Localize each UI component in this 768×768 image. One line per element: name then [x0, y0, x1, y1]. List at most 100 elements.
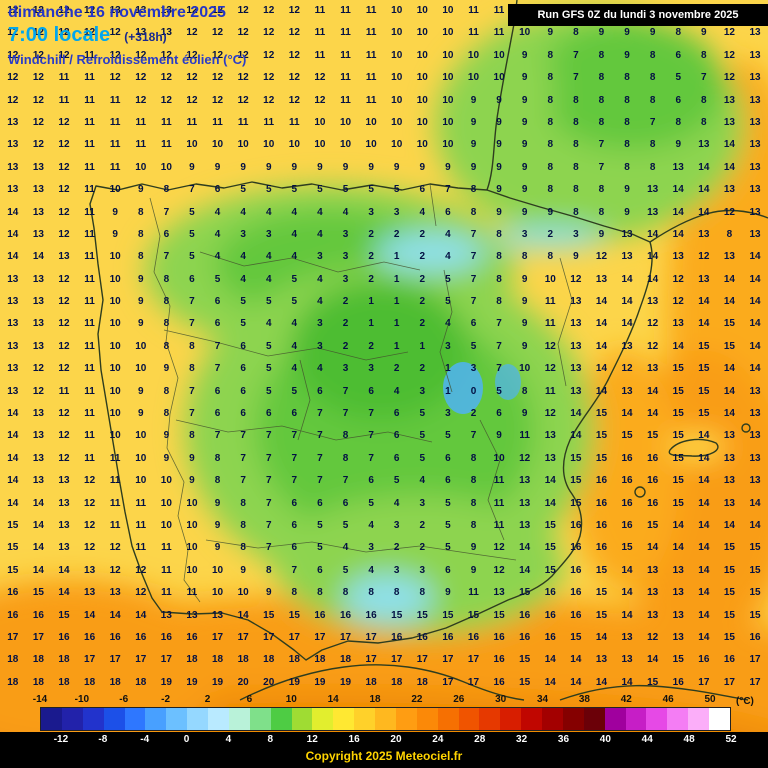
windchill-value: 10 — [109, 385, 121, 397]
windchill-value: 12 — [58, 363, 70, 375]
windchill-value: 13 — [647, 184, 659, 196]
windchill-value: 14 — [32, 251, 44, 263]
value-row: 14 13 12 11 11 10 9 9 8 7 7 7 7 8 7 6 5 6 8 10 12 13 15 15 16 16 1… — [0, 448, 768, 470]
windchill-value: 7 — [291, 475, 298, 487]
windchill-value: 6 — [470, 318, 477, 330]
windchill-value: 9 — [675, 139, 682, 151]
windchill-value: 14 — [672, 542, 684, 554]
windchill-value: 10 — [211, 139, 224, 151]
windchill-value: 2 — [368, 228, 374, 240]
windchill-value: 10 — [391, 49, 403, 61]
windchill-value: 9 — [240, 564, 246, 576]
windchill-value: 1 — [393, 251, 400, 263]
date-label: dimanche 16 novembre 2025 — [8, 4, 226, 21]
scale-color-cell — [646, 708, 668, 730]
windchill-value: 7 — [240, 430, 246, 442]
windchill-value: 14 — [7, 497, 19, 509]
windchill-value: 12 — [58, 116, 70, 128]
windchill-value: 4 — [240, 206, 246, 218]
windchill-value: 2 — [393, 363, 400, 375]
windchill-value: 12 — [58, 27, 70, 39]
windchill-value: 4 — [291, 318, 298, 330]
windchill-value: 5 — [317, 519, 323, 531]
windchill-value: 7 — [189, 385, 195, 397]
windchill-value: 11 — [468, 27, 479, 39]
scale-tick-label: 16 — [348, 734, 360, 745]
windchill-value: 3 — [317, 318, 323, 330]
windchill-value: 12 — [672, 296, 684, 308]
windchill-value: 4 — [214, 251, 221, 263]
scale-color-cell — [145, 708, 167, 730]
windchill-value: 16 — [647, 452, 659, 464]
windchill-value: 13 — [647, 564, 659, 576]
windchill-value: 6 — [393, 430, 400, 442]
windchill-value: 9 — [163, 430, 170, 442]
windchill-value: 13 — [7, 116, 19, 128]
windchill-value: 17 — [7, 631, 19, 643]
windchill-value: 14 — [7, 408, 19, 420]
windchill-value: 10 — [442, 139, 454, 151]
scale-tick-label: 14 — [327, 694, 339, 705]
windchill-value: 12 — [58, 340, 70, 352]
windchill-value: 13 — [32, 452, 44, 464]
windchill-value: 10 — [186, 139, 198, 151]
windchill-value: 13 — [647, 609, 659, 621]
windchill-value: 7 — [496, 318, 502, 330]
scale-color-cell — [249, 708, 271, 730]
windchill-value: 13 — [160, 609, 172, 621]
windchill-value: 12 — [314, 72, 326, 84]
windchill-value: 11 — [58, 94, 70, 106]
windchill-value: 16 — [647, 497, 659, 509]
windchill-value: 12 — [698, 251, 710, 263]
windchill-value: 14 — [672, 519, 684, 531]
windchill-value: 11 — [109, 116, 121, 128]
windchill-value: 13 — [493, 587, 505, 599]
windchill-value: 8 — [496, 251, 502, 263]
scale-color-cell — [500, 708, 522, 730]
windchill-value: 10 — [237, 587, 249, 599]
windchill-value: 16 — [314, 609, 326, 621]
windchill-value: 16 — [595, 497, 608, 509]
windchill-value: 12 — [186, 5, 198, 16]
windchill-value: 15 — [672, 497, 684, 509]
windchill-value: 13 — [7, 296, 19, 308]
windchill-value: 8 — [547, 184, 554, 196]
windchill-value: 7 — [163, 206, 170, 218]
windchill-value: 14 — [32, 542, 44, 554]
windchill-value: 7 — [598, 139, 605, 151]
windchill-value: 17 — [365, 654, 377, 666]
windchill-value: 3 — [342, 273, 349, 285]
windchill-value: 7 — [291, 452, 298, 464]
windchill-value: 10 — [135, 340, 147, 352]
windchill-value: 13 — [519, 519, 531, 531]
windchill-value: 12 — [109, 564, 121, 576]
windchill-value: 10 — [186, 497, 198, 509]
windchill-value: 13 — [595, 273, 608, 285]
windchill-value: 14 — [672, 340, 684, 352]
windchill-value: 11 — [84, 139, 95, 151]
windchill-value: 14 — [58, 564, 70, 576]
windchill-value: 16 — [365, 609, 377, 621]
windchill-value: 8 — [317, 587, 323, 599]
windchill-value: 14 — [621, 587, 633, 599]
windchill-value: 12 — [58, 5, 70, 16]
windchill-value: 10 — [442, 5, 454, 16]
windchill-value: 13 — [698, 228, 710, 240]
windchill-value: 11 — [109, 161, 121, 173]
scale-top-labels: -14 -10 -6 -2 2 6 10 14 18 22 26 30 34 38 42 46 50 — [33, 694, 731, 706]
windchill-value: 13 — [109, 587, 121, 599]
windchill-value: 14 — [749, 318, 761, 330]
windchill-value: 15 — [723, 542, 735, 554]
windchill-value: 4 — [214, 228, 221, 240]
windchill-value: 16 — [749, 631, 761, 643]
windchill-value: 6 — [240, 340, 246, 352]
windchill-value: 11 — [340, 72, 351, 84]
windchill-value: 7 — [496, 340, 502, 352]
windchill-value: 9 — [214, 519, 221, 531]
windchill-value: 13 — [32, 430, 44, 442]
windchill-value: 15 — [570, 497, 582, 509]
windchill-value: 15 — [749, 542, 761, 554]
windchill-value: 15 — [595, 452, 608, 464]
windchill-value: 12 — [211, 94, 224, 106]
windchill-value: 9 — [240, 161, 246, 173]
